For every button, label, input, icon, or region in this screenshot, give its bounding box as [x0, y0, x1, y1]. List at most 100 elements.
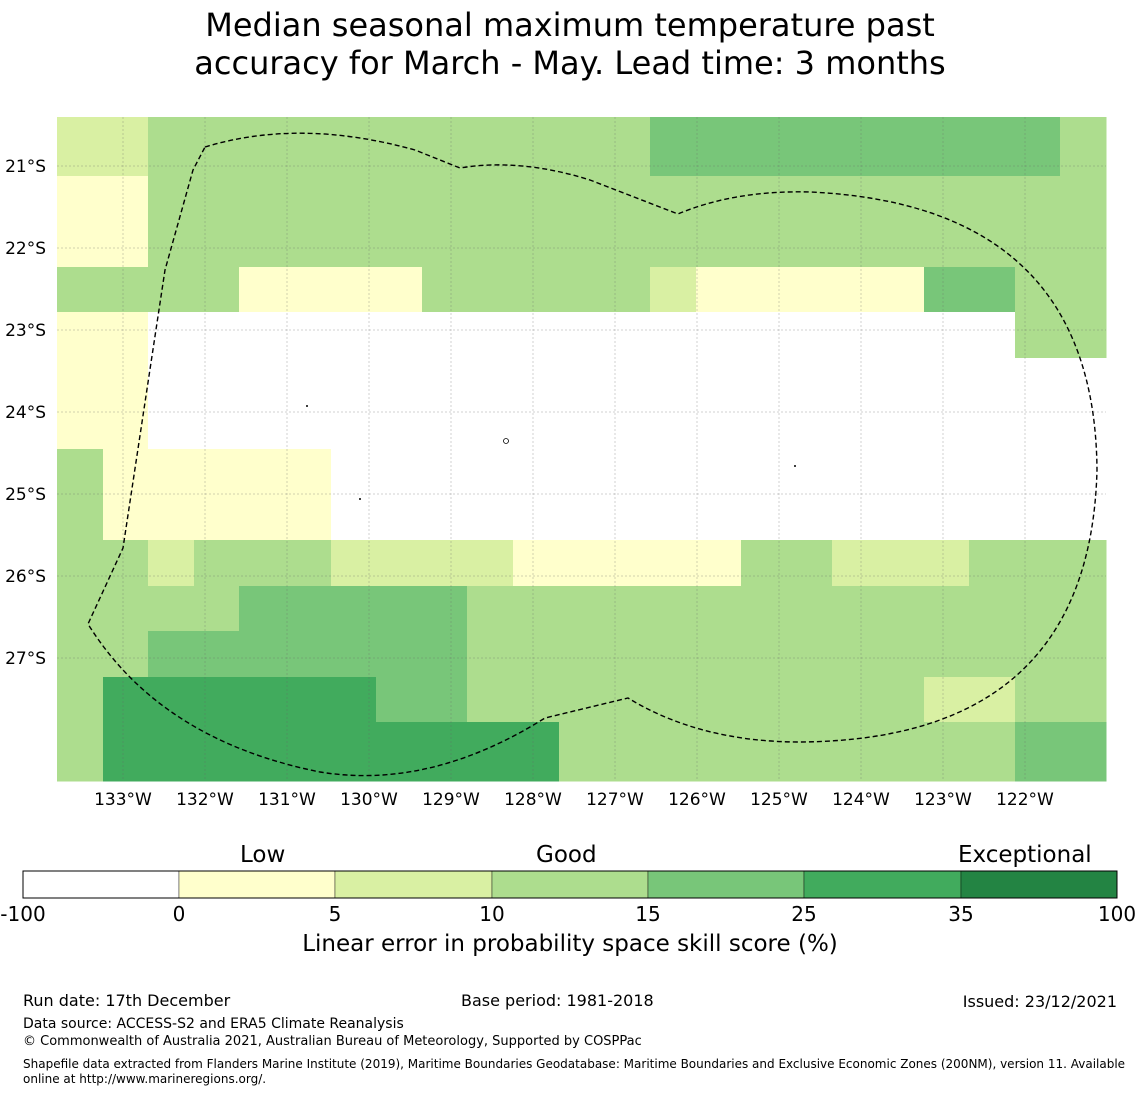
grid-cell	[103, 267, 149, 313]
grid-cell	[604, 631, 651, 678]
grid-cell	[969, 494, 1016, 541]
grid-cell	[559, 221, 605, 268]
grid-cell	[422, 267, 468, 313]
grid-cell	[878, 404, 925, 450]
grid-cell	[832, 449, 879, 495]
grid-cell	[696, 358, 742, 405]
colorbar-segment	[803, 870, 962, 899]
latitude-tick-label: 24°S	[5, 403, 46, 423]
grid-cell	[148, 358, 195, 405]
grid-cell	[969, 586, 1016, 632]
grid-cell	[376, 540, 423, 587]
grid-cell	[376, 176, 423, 222]
grid-cell	[467, 586, 514, 632]
grid-cell	[194, 312, 240, 359]
grid-cell	[832, 358, 879, 405]
grid-cell	[1060, 722, 1107, 782]
grid-cell	[787, 117, 833, 177]
grid-cell	[467, 449, 514, 495]
grid-cell	[376, 312, 423, 359]
colorbar-segment	[960, 870, 1118, 899]
island-marks	[306, 405, 796, 500]
grid-cell	[559, 404, 605, 450]
grid-cell	[787, 312, 833, 359]
grid-cell	[239, 677, 286, 723]
grid-cell	[604, 540, 651, 587]
grid-cell	[422, 586, 468, 632]
grid-cell	[513, 312, 560, 359]
colorbar	[22, 870, 1118, 899]
grid-cell	[604, 722, 651, 782]
grid-cell	[650, 221, 697, 268]
grid-cell	[148, 586, 195, 632]
grid-cell	[559, 540, 605, 587]
grid-cell	[103, 117, 149, 177]
grid-cell	[331, 312, 377, 359]
grid-cell	[422, 404, 468, 450]
grid-cell	[513, 358, 560, 405]
grid-cell	[1060, 117, 1107, 177]
grid-cell	[285, 677, 332, 723]
grid-cell	[878, 312, 925, 359]
grid-cell	[148, 117, 195, 177]
grid-cell	[1015, 404, 1061, 450]
grid-cell	[331, 221, 377, 268]
grid-cell	[194, 358, 240, 405]
title-line-2: accuracy for March - May. Lead time: 3 m…	[194, 44, 946, 82]
colorbar-segment	[334, 870, 493, 899]
grid-cell	[103, 586, 149, 632]
grid-cell	[559, 312, 605, 359]
grid-cell	[924, 221, 970, 268]
colorbar-tick: 100	[1097, 902, 1137, 926]
grid-cell	[422, 631, 468, 678]
grid-cell	[559, 722, 605, 782]
colorbar-category-exceptional: Exceptional	[958, 842, 1092, 868]
grid-cell	[787, 631, 833, 678]
grid-cell	[57, 221, 104, 268]
grid-cell	[878, 631, 925, 678]
grid-cell	[57, 404, 104, 450]
grid-cell	[878, 176, 925, 222]
grid-cell	[787, 449, 833, 495]
grid-cell	[559, 449, 605, 495]
grid-cell	[1015, 312, 1061, 359]
grid-cell	[878, 117, 925, 177]
grid-cell	[57, 449, 104, 495]
grid-cell	[467, 176, 514, 222]
run-date: Run date: 17th December	[23, 991, 231, 1010]
grid-cell	[376, 117, 423, 177]
grid-cell	[604, 221, 651, 268]
grid-cell	[148, 540, 195, 587]
latitude-tick-label: 27°S	[5, 649, 46, 669]
grid-cell	[696, 404, 742, 450]
longitude-tick-label: 128°W	[504, 790, 562, 810]
grid-cell	[467, 221, 514, 268]
grid-cell	[513, 176, 560, 222]
grid-cell	[787, 221, 833, 268]
data-source: Data source: ACCESS-S2 and ERA5 Climate …	[23, 1016, 404, 1032]
grid-cell	[467, 404, 514, 450]
grid-cell	[878, 586, 925, 632]
grid-cell	[832, 722, 879, 782]
grid-cell	[1060, 176, 1107, 222]
grid-cell	[832, 312, 879, 359]
grid-cell	[239, 358, 286, 405]
grid-cell	[741, 117, 788, 177]
grid-cell	[1060, 494, 1107, 541]
grid-cell	[285, 404, 332, 450]
grid-cell	[559, 494, 605, 541]
grid-cell	[924, 722, 970, 782]
grid-cell	[787, 176, 833, 222]
grid-cell	[239, 722, 286, 782]
grid-cell	[148, 631, 195, 678]
grid-cell	[285, 631, 332, 678]
grid-cell	[285, 312, 332, 359]
grid-cell	[57, 494, 104, 541]
grid-cell	[285, 449, 332, 495]
grid-cell	[331, 586, 377, 632]
grid-cell	[331, 494, 377, 541]
colorbar-segment	[22, 870, 180, 899]
colorbar-category-good: Good	[536, 842, 597, 868]
grid-cell	[969, 722, 1016, 782]
issued-date: Issued: 23/12/2021	[962, 992, 1117, 1011]
